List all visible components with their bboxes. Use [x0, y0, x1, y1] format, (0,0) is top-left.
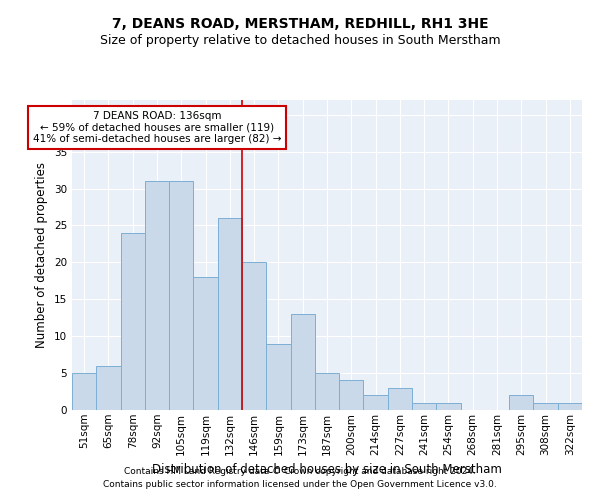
Bar	[242, 262, 266, 410]
Y-axis label: Number of detached properties: Number of detached properties	[35, 162, 49, 348]
Bar	[145, 181, 169, 410]
Bar	[388, 388, 412, 410]
Bar	[364, 395, 388, 410]
Bar	[121, 233, 145, 410]
Bar	[72, 373, 96, 410]
Text: Contains HM Land Registry data © Crown copyright and database right 2024.: Contains HM Land Registry data © Crown c…	[124, 467, 476, 476]
Bar	[533, 402, 558, 410]
Bar	[266, 344, 290, 410]
Bar	[339, 380, 364, 410]
Bar	[290, 314, 315, 410]
Bar	[315, 373, 339, 410]
Text: 7, DEANS ROAD, MERSTHAM, REDHILL, RH1 3HE: 7, DEANS ROAD, MERSTHAM, REDHILL, RH1 3H…	[112, 18, 488, 32]
Bar	[509, 395, 533, 410]
Bar	[412, 402, 436, 410]
Bar	[558, 402, 582, 410]
Bar	[169, 181, 193, 410]
Text: 7 DEANS ROAD: 136sqm
← 59% of detached houses are smaller (119)
41% of semi-deta: 7 DEANS ROAD: 136sqm ← 59% of detached h…	[33, 111, 281, 144]
Text: Contains public sector information licensed under the Open Government Licence v3: Contains public sector information licen…	[103, 480, 497, 489]
Bar	[193, 277, 218, 410]
Bar	[96, 366, 121, 410]
Bar	[436, 402, 461, 410]
Text: Size of property relative to detached houses in South Merstham: Size of property relative to detached ho…	[100, 34, 500, 47]
X-axis label: Distribution of detached houses by size in South Merstham: Distribution of detached houses by size …	[152, 463, 502, 476]
Bar	[218, 218, 242, 410]
